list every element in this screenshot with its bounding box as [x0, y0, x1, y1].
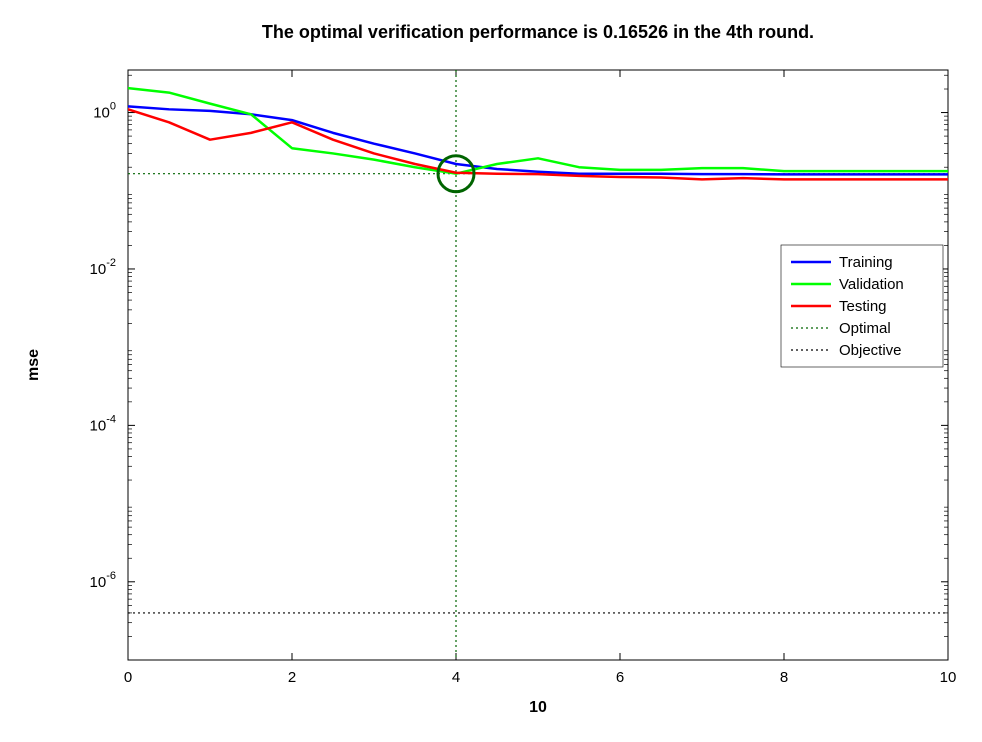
legend: Training Validation Testing Optimal Objectiv… — [781, 245, 943, 367]
xtick-label: 2 — [288, 669, 296, 686]
chart-title: The optimal verification performance is … — [262, 22, 814, 42]
xtick-label: 8 — [780, 669, 788, 686]
legend-label: Training — [839, 254, 893, 271]
xtick-label: 0 — [124, 669, 132, 686]
ytick-label: 10-6 — [90, 570, 116, 591]
legend-label: Objective — [839, 342, 902, 359]
chart-svg: 0 2 4 6 8 10 10-6 10-4 10-2 100 The optimal verifi… — [0, 0, 982, 742]
ytick-label: 10-4 — [90, 413, 116, 434]
xtick-label: 6 — [616, 669, 624, 686]
y-axis-label: mse — [25, 349, 42, 381]
xtick-label: 10 — [940, 669, 957, 686]
legend-label: Testing — [839, 298, 887, 315]
ytick-label: 10-2 — [90, 257, 116, 278]
xtick-label: 4 — [452, 669, 460, 686]
chart-container: 0 2 4 6 8 10 10-6 10-4 10-2 100 The optimal verifi… — [0, 0, 982, 742]
legend-label: Validation — [839, 276, 904, 293]
ytick-label: 100 — [93, 101, 116, 122]
x-axis-label: 10 — [529, 699, 547, 716]
legend-label: Optimal — [839, 320, 891, 337]
